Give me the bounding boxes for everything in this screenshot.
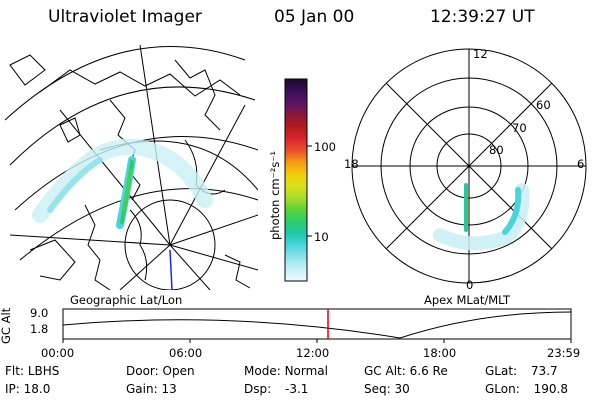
time-label: 12:39:27 UT [430,7,535,27]
geographic-map [4,44,258,291]
info-seq: Seq: 30 [364,382,410,396]
mlat-label-60: 60 [536,98,551,112]
colorbar-tick-10: 10 [314,230,329,244]
time-tick-0600: 06:00 [169,346,203,360]
info-dsp: Dsp: -3.1 [244,382,309,396]
altitude-axis-label: GC Alt [0,307,13,344]
color-scale-bar [284,78,312,282]
info-gc-alt: GC Alt: 6.6 Re [364,364,448,378]
colorbar-unit-label: photon cm⁻²s⁻¹ [268,151,282,240]
time-tick-1800: 18:00 [423,346,457,360]
mlt-label-12: 12 [473,47,488,61]
info-filter: Flt: LBHS [5,364,60,378]
altitude-timeline-plot [62,308,572,343]
info-glon: GLon: 190.8 [485,382,568,396]
colorbar-tick-100: 100 [314,140,336,154]
mlt-label-18: 18 [344,157,359,171]
time-tick-1200: 12:00 [296,346,330,360]
instrument-title: Ultraviolet Imager [48,7,202,27]
info-door: Door: Open [126,364,195,378]
altitude-tick-1.8: 1.8 [30,322,49,336]
info-glat: GLat: 73.7 [485,364,558,378]
info-mode: Mode: Normal [244,364,328,378]
time-tick-2359: 23:59 [547,346,581,360]
mlat-label-70: 70 [512,121,527,135]
info-gain: Gain: 13 [126,382,177,396]
magnetic-polar-plot [351,48,587,284]
altitude-tick-9: 9.0 [30,306,49,320]
mlat-label-80: 80 [489,143,504,157]
time-tick-0000: 00:00 [41,346,75,360]
info-ip: IP: 18.0 [5,382,51,396]
mlt-label-6: 6 [577,157,585,171]
polar-panel-label: Apex MLat/MLT [424,293,511,307]
date-label: 05 Jan 00 [274,7,355,27]
mlt-label-0: 0 [466,278,474,292]
geo-panel-label: Geographic Lat/Lon [70,293,183,307]
